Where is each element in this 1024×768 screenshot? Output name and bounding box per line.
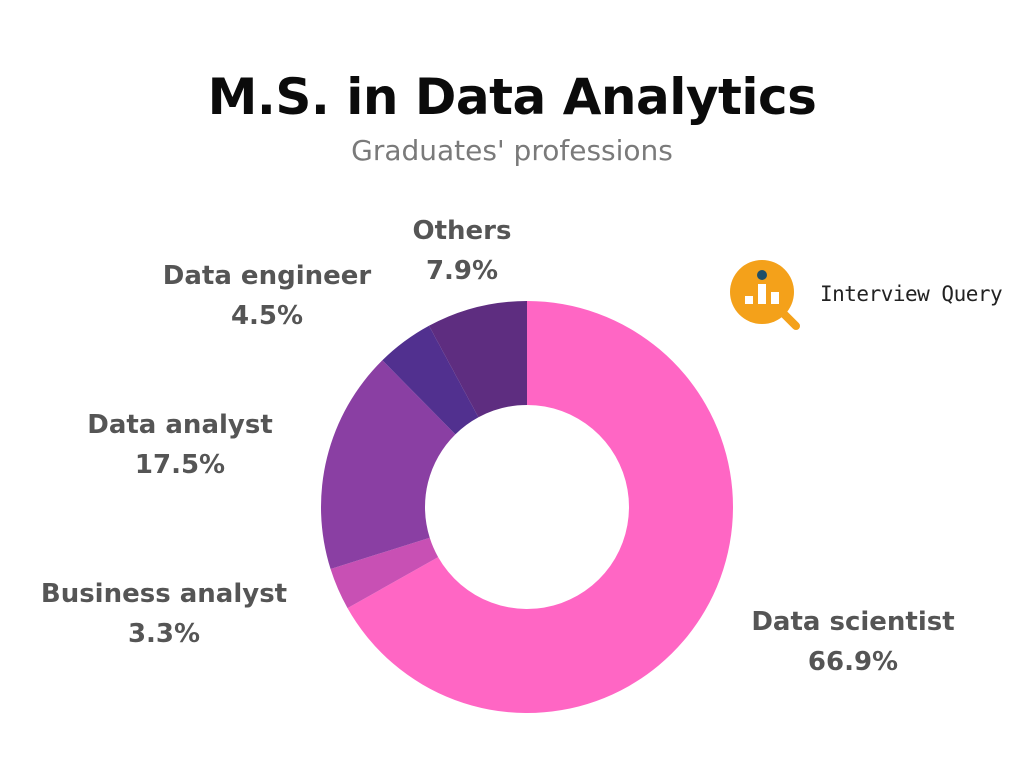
slice-data-engineer [382,325,479,435]
brand-name: Interview Query [820,282,1003,306]
label-data-engineer-name: Data engineer [162,261,372,291]
label-data-analyst-value: 17.5% [134,450,226,480]
slice-others [428,301,527,418]
label-data-scientist: Data scientist 66.9% [748,602,958,682]
label-data-engineer: Data engineer 4.5% [160,256,374,336]
slice-data-scientist [347,301,733,713]
label-others-value: 7.9% [425,256,499,286]
label-data-analyst: Data analyst 17.5% [80,405,280,485]
chart-title: M.S. in Data Analytics [207,68,817,126]
slice-data-analyst [321,360,456,570]
label-data-engineer-value: 4.5% [230,301,304,331]
label-business-analyst-value: 3.3% [127,619,201,649]
label-business-analyst-name: Business analyst [40,579,288,609]
label-others: Others 7.9% [392,211,532,291]
label-data-analyst-name: Data analyst [87,410,273,440]
chart-subtitle: Graduates' professions [351,134,673,167]
label-data-scientist-value: 66.9% [807,647,899,677]
label-business-analyst: Business analyst 3.3% [36,574,292,654]
slice-business-analyst [330,537,439,609]
label-others-name: Others [412,216,512,246]
brand-logo: Interview Query [728,258,1003,330]
magnifier-chart-icon [730,260,800,330]
label-data-scientist-name: Data scientist [751,607,955,637]
